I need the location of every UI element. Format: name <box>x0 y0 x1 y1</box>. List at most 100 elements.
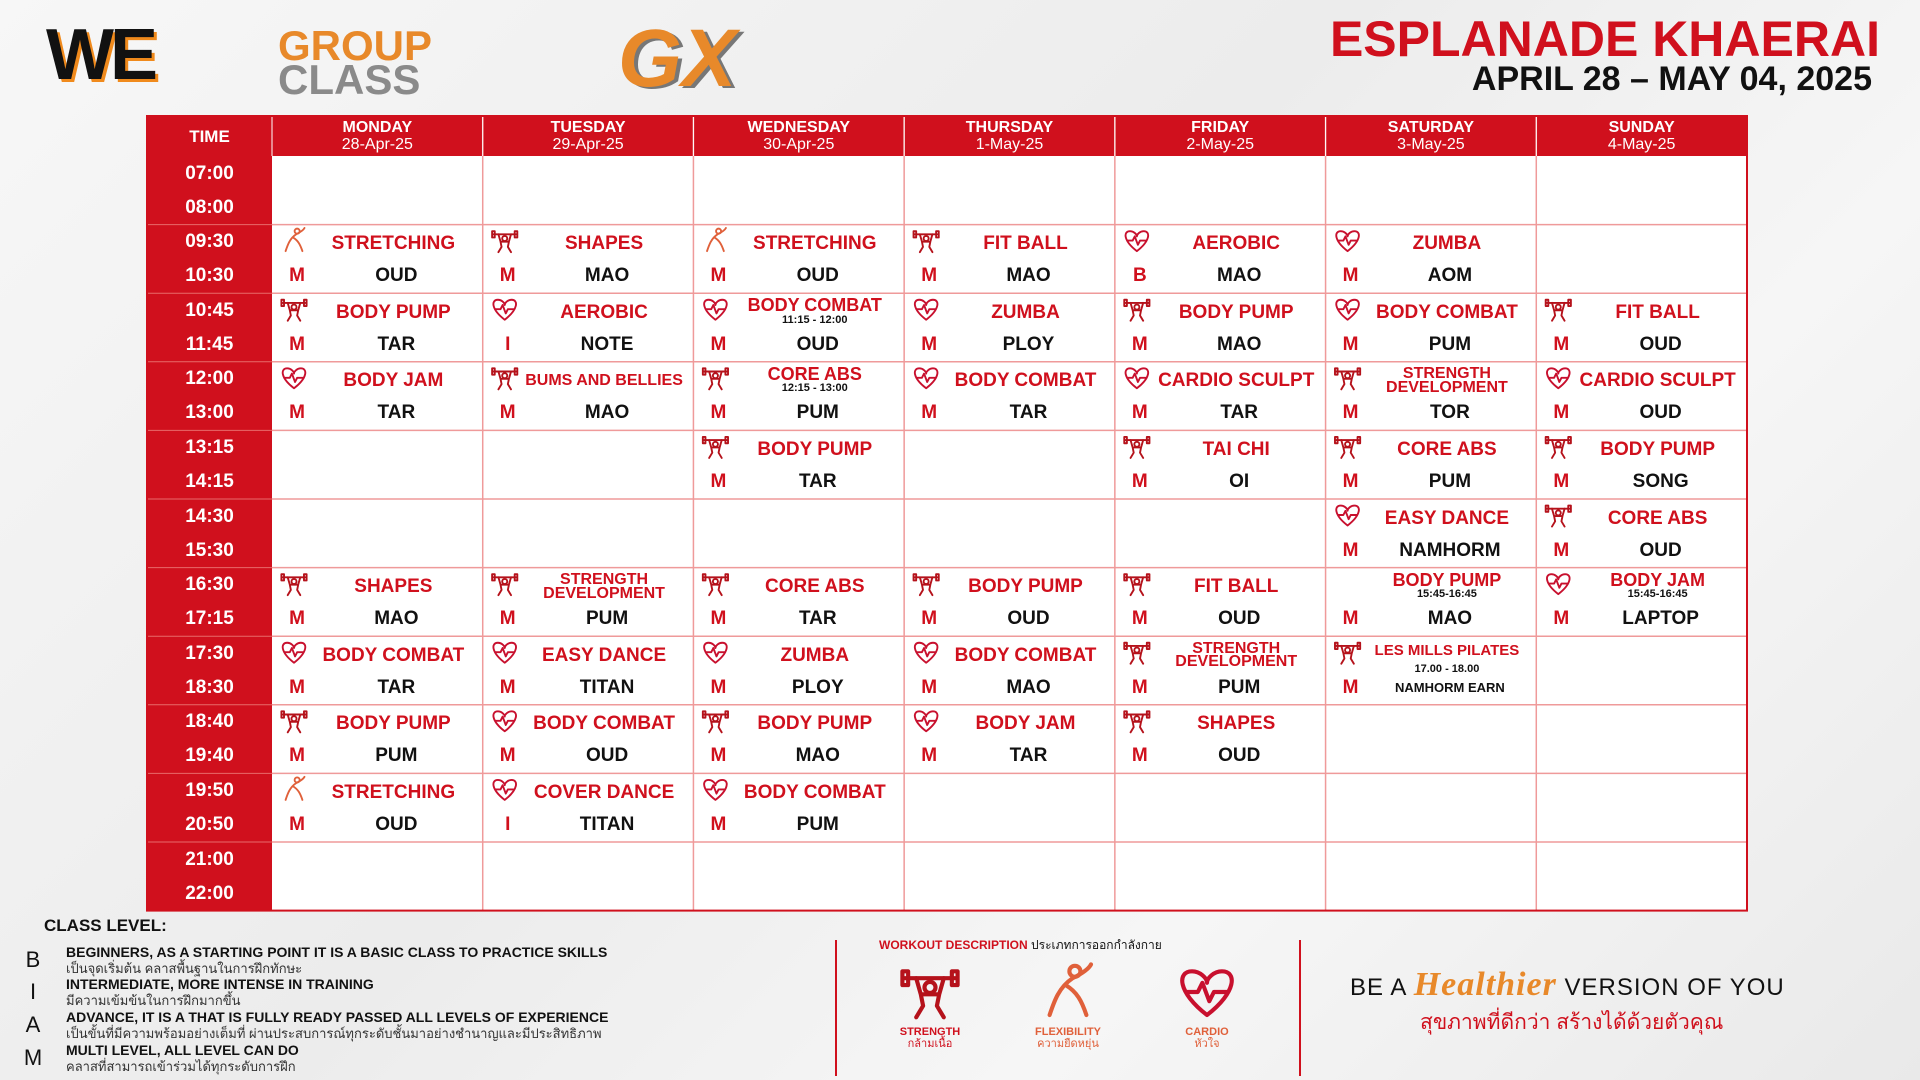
flexibility-icon <box>284 227 306 253</box>
icon-part <box>1335 504 1360 527</box>
class-name: AEROBIC <box>1192 233 1280 255</box>
icon-part <box>701 710 707 719</box>
icon-part <box>1129 439 1145 459</box>
instructor: OUD <box>1218 608 1261 630</box>
day-date: 1-May-25 <box>975 136 1044 153</box>
level-code: I <box>29 979 37 1004</box>
class-level: M <box>289 402 305 424</box>
icon-part <box>1145 710 1151 719</box>
level-name: ADVANCE, IT IS A THAT IS FULLY READY PAS… <box>66 1009 609 1025</box>
cardio-icon <box>703 779 728 801</box>
time-end: 18:30 <box>185 676 234 698</box>
icon-part <box>1126 372 1148 383</box>
class-name: SHAPES <box>564 233 644 255</box>
icon-part <box>1334 367 1339 376</box>
time-end: 10:30 <box>185 265 234 287</box>
icon-part <box>284 775 306 801</box>
icon-part <box>1129 301 1145 322</box>
class-level: M <box>289 608 305 630</box>
day-date: 30-Apr-25 <box>763 136 835 153</box>
strength-icon <box>900 969 960 1020</box>
cardio-icon <box>703 298 728 321</box>
instructor: OUD <box>375 265 418 287</box>
class-name: EASY DANCE <box>1384 507 1510 529</box>
day-date: 4-May-25 <box>1607 136 1676 153</box>
instructor: TITAN <box>579 813 635 835</box>
day-date: 28-Apr-25 <box>341 136 413 153</box>
strength-icon <box>280 298 308 322</box>
instructor: TAR <box>377 402 416 424</box>
level-thai: มีความเข้มข้นในการฝึกมากขึ้น <box>66 992 241 1008</box>
icon-part <box>492 298 517 321</box>
day-date: 29-Apr-25 <box>552 136 624 153</box>
icon-part <box>494 647 516 658</box>
strength-icon <box>701 573 729 597</box>
icon-part <box>912 230 918 239</box>
icon-part <box>1567 504 1572 513</box>
icon-part <box>1544 436 1550 445</box>
day-name: MONDAY <box>342 118 413 136</box>
icon-part <box>1129 576 1145 597</box>
icon-part <box>705 784 726 795</box>
day-name: THURSDAY <box>965 118 1054 136</box>
time-start: 17:30 <box>185 642 234 664</box>
class-level: M <box>1131 333 1148 355</box>
instructor: OUD <box>796 333 839 355</box>
class-name: STRETCHING <box>331 233 456 255</box>
strength-icon <box>1334 436 1362 459</box>
icon-part <box>1567 436 1572 445</box>
icon-part <box>915 647 937 658</box>
strength-icon <box>701 367 729 391</box>
table-background <box>147 116 1747 911</box>
class-level: M <box>1553 470 1570 492</box>
strength-icon <box>1123 710 1151 734</box>
class-name: STRENGTH DEVELOPMENT <box>1175 639 1298 671</box>
class-level: M <box>710 265 727 287</box>
icon-part <box>1337 509 1358 521</box>
icon-part <box>701 367 707 376</box>
class-name: STRETCHING <box>331 781 456 803</box>
icon-part <box>497 233 512 254</box>
icon-part <box>286 713 302 734</box>
level-code: M <box>23 1045 43 1070</box>
class-level: M <box>1131 402 1148 424</box>
icon-part <box>513 230 519 239</box>
strength-icon <box>1544 436 1572 459</box>
class-level: M <box>1131 676 1148 698</box>
class-level: M <box>1553 608 1570 630</box>
instructor: NAMHORM EARN <box>1395 679 1505 695</box>
icon-part <box>1356 641 1362 650</box>
instructor: PUM <box>1218 676 1261 698</box>
class-level: M <box>710 813 727 835</box>
icon-part <box>1334 436 1339 445</box>
class-name: COVER DANCE <box>533 781 675 803</box>
class-level: M <box>499 402 516 424</box>
time-end: 15:30 <box>185 539 234 561</box>
instructor: TAR <box>1220 402 1259 424</box>
icon-part <box>918 576 934 597</box>
instructor: MAO <box>795 745 840 767</box>
instructor: TAR <box>377 333 416 355</box>
icon-part <box>1123 573 1128 582</box>
instructor: NOTE <box>580 333 634 355</box>
icon-part <box>1047 962 1094 1018</box>
icon-part <box>286 576 302 597</box>
day-name: SUNDAY <box>1608 118 1675 136</box>
class-level: M <box>710 333 727 355</box>
instructor: MAO <box>374 608 419 630</box>
icon-part <box>1356 367 1362 376</box>
level-code: A <box>25 1012 41 1037</box>
time-end: 19:40 <box>185 745 234 767</box>
day-date: 2-May-25 <box>1186 136 1254 153</box>
class-level: M <box>1131 745 1148 767</box>
strength-icon <box>701 710 729 734</box>
class-level: M <box>921 676 938 698</box>
class-level: M <box>289 265 305 287</box>
slogan-prefix: BE A <box>1350 974 1407 1001</box>
icon-part <box>1123 710 1128 719</box>
icon-part <box>303 573 308 582</box>
icon-part <box>915 304 937 315</box>
class-name: ZUMBA <box>991 301 1060 323</box>
class-name: BODY COMBAT <box>747 295 882 316</box>
instructor: MAO <box>584 402 630 424</box>
